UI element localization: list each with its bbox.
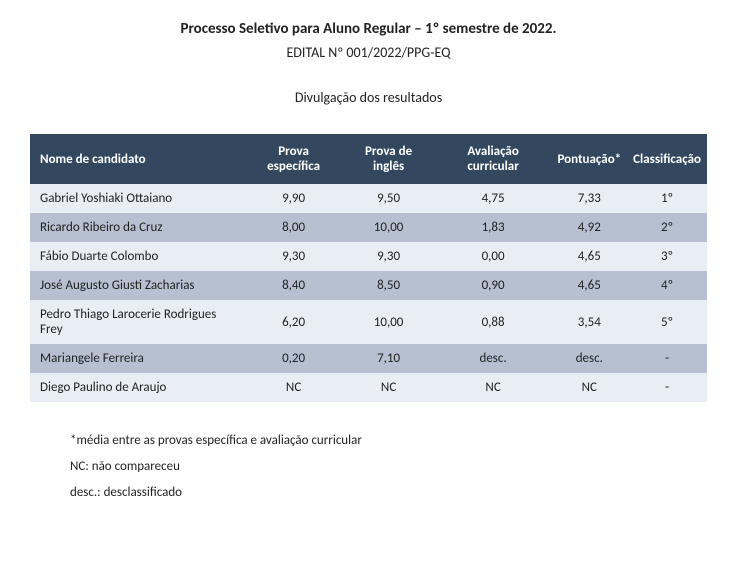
table-cell: 10,00 [342,213,434,242]
table-cell: 4º [627,271,707,300]
table-cell: 9,30 [245,242,343,271]
table-cell: 2º [627,213,707,242]
table-header-row: Nome de candidato Prova específica Prova… [30,134,707,184]
footnote-desc: desc.: desclassificado [70,480,707,506]
table-cell: 0,88 [435,300,552,344]
table-cell: 7,33 [551,184,627,213]
table-row: José Augusto Giusti Zacharias8,408,500,9… [30,271,707,300]
table-cell: 0,90 [435,271,552,300]
col-header-prova-ingles: Prova de inglês [342,134,434,184]
table-cell: Ricardo Ribeiro da Cruz [30,213,245,242]
table-row: Gabriel Yoshiaki Ottaiano9,909,504,757,3… [30,184,707,213]
col-header-classificacao: Classificação [627,134,707,184]
table-row: Ricardo Ribeiro da Cruz8,0010,001,834,92… [30,213,707,242]
table-cell: 0,20 [245,344,343,373]
table-cell: 4,65 [551,271,627,300]
table-row: Diego Paulino de AraujoNCNCNCNC- [30,373,707,402]
page-title: Processo Seletivo para Aluno Regular – 1… [30,20,707,38]
table-cell: - [627,344,707,373]
table-cell: Mariangele Ferreira [30,344,245,373]
table-cell: 3º [627,242,707,271]
table-cell: desc. [435,344,552,373]
table-cell: 8,50 [342,271,434,300]
table-cell: NC [342,373,434,402]
table-cell: 6,20 [245,300,343,344]
table-body: Gabriel Yoshiaki Ottaiano9,909,504,757,3… [30,184,707,402]
table-cell: 9,30 [342,242,434,271]
table-cell: 7,10 [342,344,434,373]
table-cell: 9,50 [342,184,434,213]
col-header-pontuacao: Pontuação* [551,134,627,184]
table-cell: 8,00 [245,213,343,242]
table-cell: NC [551,373,627,402]
table-cell: NC [245,373,343,402]
page-subtitle: Divulgação dos resultados [30,89,707,106]
table-cell: desc. [551,344,627,373]
table-cell: 5º [627,300,707,344]
table-cell: 4,75 [435,184,552,213]
table-cell: 0,00 [435,242,552,271]
table-cell: 10,00 [342,300,434,344]
footnotes: *média entre as provas específica e aval… [70,428,707,506]
edital-number: EDITAL Nº 001/2022/PPG-EQ [30,44,707,61]
table-cell: NC [435,373,552,402]
table-cell: Gabriel Yoshiaki Ottaiano [30,184,245,213]
table-cell: 1,83 [435,213,552,242]
footnote-nc: NC: não compareceu [70,454,707,480]
table-cell: Pedro Thiago Larocerie Rodrigues Frey [30,300,245,344]
table-cell: 8,40 [245,271,343,300]
table-cell: 3,54 [551,300,627,344]
table-cell: Fábio Duarte Colombo [30,242,245,271]
col-header-name: Nome de candidato [30,134,245,184]
table-cell: - [627,373,707,402]
table-row: Mariangele Ferreira0,207,10desc.desc.- [30,344,707,373]
table-cell: 9,90 [245,184,343,213]
table-cell: Diego Paulino de Araujo [30,373,245,402]
col-header-avaliacao: Avaliação curricular [435,134,552,184]
table-row: Fábio Duarte Colombo9,309,300,004,653º [30,242,707,271]
table-row: Pedro Thiago Larocerie Rodrigues Frey6,2… [30,300,707,344]
footnote-media: *média entre as provas específica e aval… [70,428,707,454]
col-header-prova-especifica: Prova específica [245,134,343,184]
table-cell: 4,65 [551,242,627,271]
table-cell: 4,92 [551,213,627,242]
results-table: Nome de candidato Prova específica Prova… [30,134,707,402]
table-cell: José Augusto Giusti Zacharias [30,271,245,300]
table-cell: 1º [627,184,707,213]
